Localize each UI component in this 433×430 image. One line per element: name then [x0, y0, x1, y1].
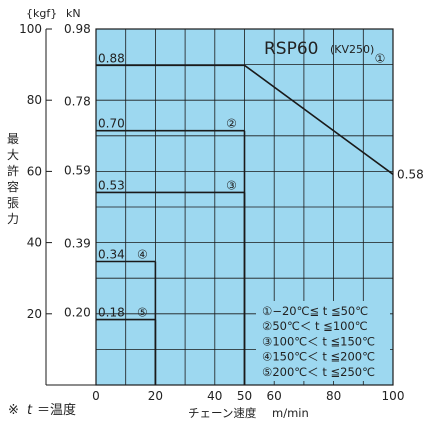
legend-entry: ②50℃＜ t ≦100℃: [262, 319, 368, 333]
y-unit-kgf: {kgf}: [26, 7, 57, 20]
series-start-label: 0.70: [98, 117, 125, 131]
legend-entry: ①−20℃≦ t ≦50℃: [262, 304, 368, 318]
legend-entry: ③100℃＜ t ≦150℃: [262, 334, 375, 348]
x-tick-label: 50: [237, 389, 252, 403]
chart-subtitle: (KV250): [330, 43, 374, 56]
y-tick-label-kn: 0.39: [64, 236, 91, 250]
y-axis-label-char: 最: [7, 132, 19, 146]
series-start-label: 0.34: [98, 247, 125, 261]
y-unit-kn: kN: [66, 7, 81, 20]
series-end-label: 0.58: [397, 167, 424, 181]
y-tick-label-kgf: 80: [27, 93, 42, 107]
series-start-label: 0.88: [98, 51, 125, 65]
y-axis-label-char: 大: [7, 148, 19, 162]
x-tick-label: 40: [207, 389, 222, 403]
chart-title: RSP60: [264, 39, 319, 59]
series-marker: ④: [137, 247, 148, 261]
series-marker: ②: [226, 117, 237, 131]
series-marker: ①: [375, 51, 386, 65]
footnote-text: ＝温度: [37, 402, 76, 418]
legend-entry: ④150℃＜ t ≦200℃: [262, 350, 375, 364]
series-start-label: 0.53: [98, 178, 125, 192]
y-tick-label-kn: 0.20: [64, 305, 91, 319]
footnote-symbol: ※: [8, 403, 19, 418]
y-tick-label-kgf: 20: [27, 307, 42, 321]
y-axis-label-char: 容: [7, 179, 19, 194]
y-tick-label-kn: 0.78: [64, 95, 91, 109]
x-tick-label: 80: [326, 389, 341, 403]
x-tick-label: 0: [92, 389, 100, 403]
y-axis-label-char: 許: [7, 164, 19, 178]
series-marker: ⑤: [137, 306, 148, 320]
series-line: [96, 64, 394, 175]
x-tick-label: 20: [148, 389, 163, 403]
y-tick-label-kgf: 100: [19, 22, 42, 36]
series-start-label: 0.18: [98, 306, 125, 320]
legend-entry: ⑤200℃＜ t ≦250℃: [262, 365, 375, 379]
x-axis-unit: m/min: [272, 406, 309, 420]
series-marker: ③: [226, 178, 237, 192]
legend-background: [256, 301, 390, 381]
footnote-var: t: [27, 403, 33, 418]
y-tick-label-kgf: 40: [27, 236, 42, 250]
y-axis-label-char: 力: [7, 212, 19, 226]
x-tick-label: 60: [267, 389, 282, 403]
y-tick-label-kgf: 60: [27, 164, 42, 178]
x-tick-label: 100: [382, 389, 405, 403]
y-tick-label-kn: 0.59: [64, 164, 91, 178]
y-tick-label-kn: 0.98: [64, 22, 91, 36]
x-axis-label: チェーン速度: [188, 406, 257, 420]
y-axis-label-char: 張: [7, 196, 19, 210]
footnote: ※ t ＝温度: [8, 402, 76, 418]
